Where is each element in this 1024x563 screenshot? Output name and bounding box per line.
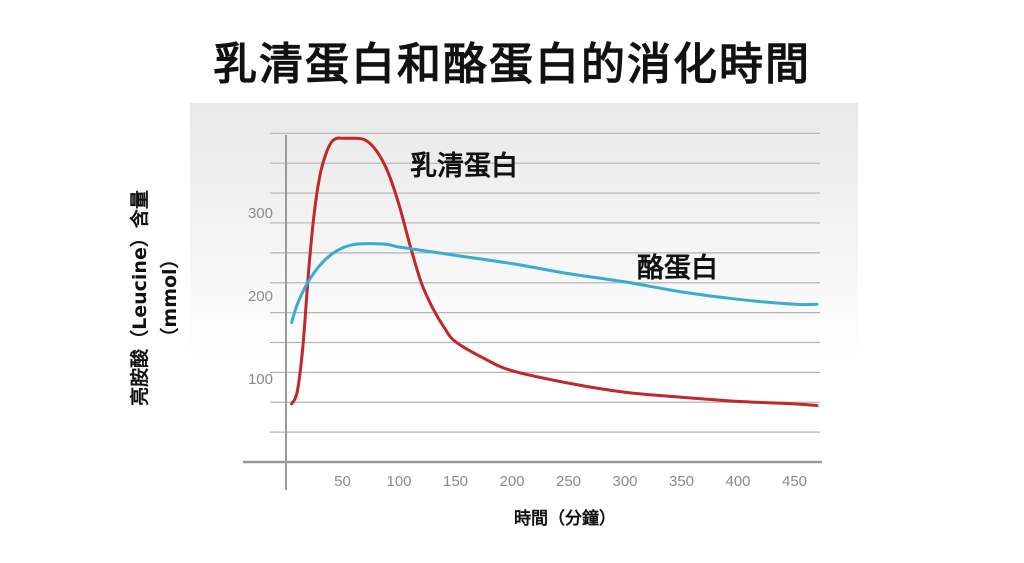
casein-series-label: 酪蛋白 xyxy=(637,252,718,284)
y-tick-label: 200 xyxy=(248,288,273,305)
whey-series-label: 乳清蛋白 xyxy=(410,150,518,182)
y-tick-label: 300 xyxy=(248,205,273,222)
x-tick-label: 450 xyxy=(782,473,807,490)
x-tick-label: 50 xyxy=(334,473,351,490)
x-axis-title: 時間（分鐘） xyxy=(514,508,616,529)
casein-series-line xyxy=(290,242,819,325)
x-tick-label: 400 xyxy=(725,473,750,490)
x-tick-label: 300 xyxy=(612,473,637,490)
x-tick-label: 250 xyxy=(556,473,581,490)
x-tick-label: 350 xyxy=(669,473,694,490)
x-tick-label: 100 xyxy=(386,473,411,490)
x-tick-label: 150 xyxy=(443,473,468,490)
whey-series-line xyxy=(290,136,819,408)
y-tick-label: 100 xyxy=(248,371,273,388)
page-title: 乳清蛋白和酪蛋白的消化時間 xyxy=(213,39,811,90)
x-tick-label: 200 xyxy=(499,473,524,490)
